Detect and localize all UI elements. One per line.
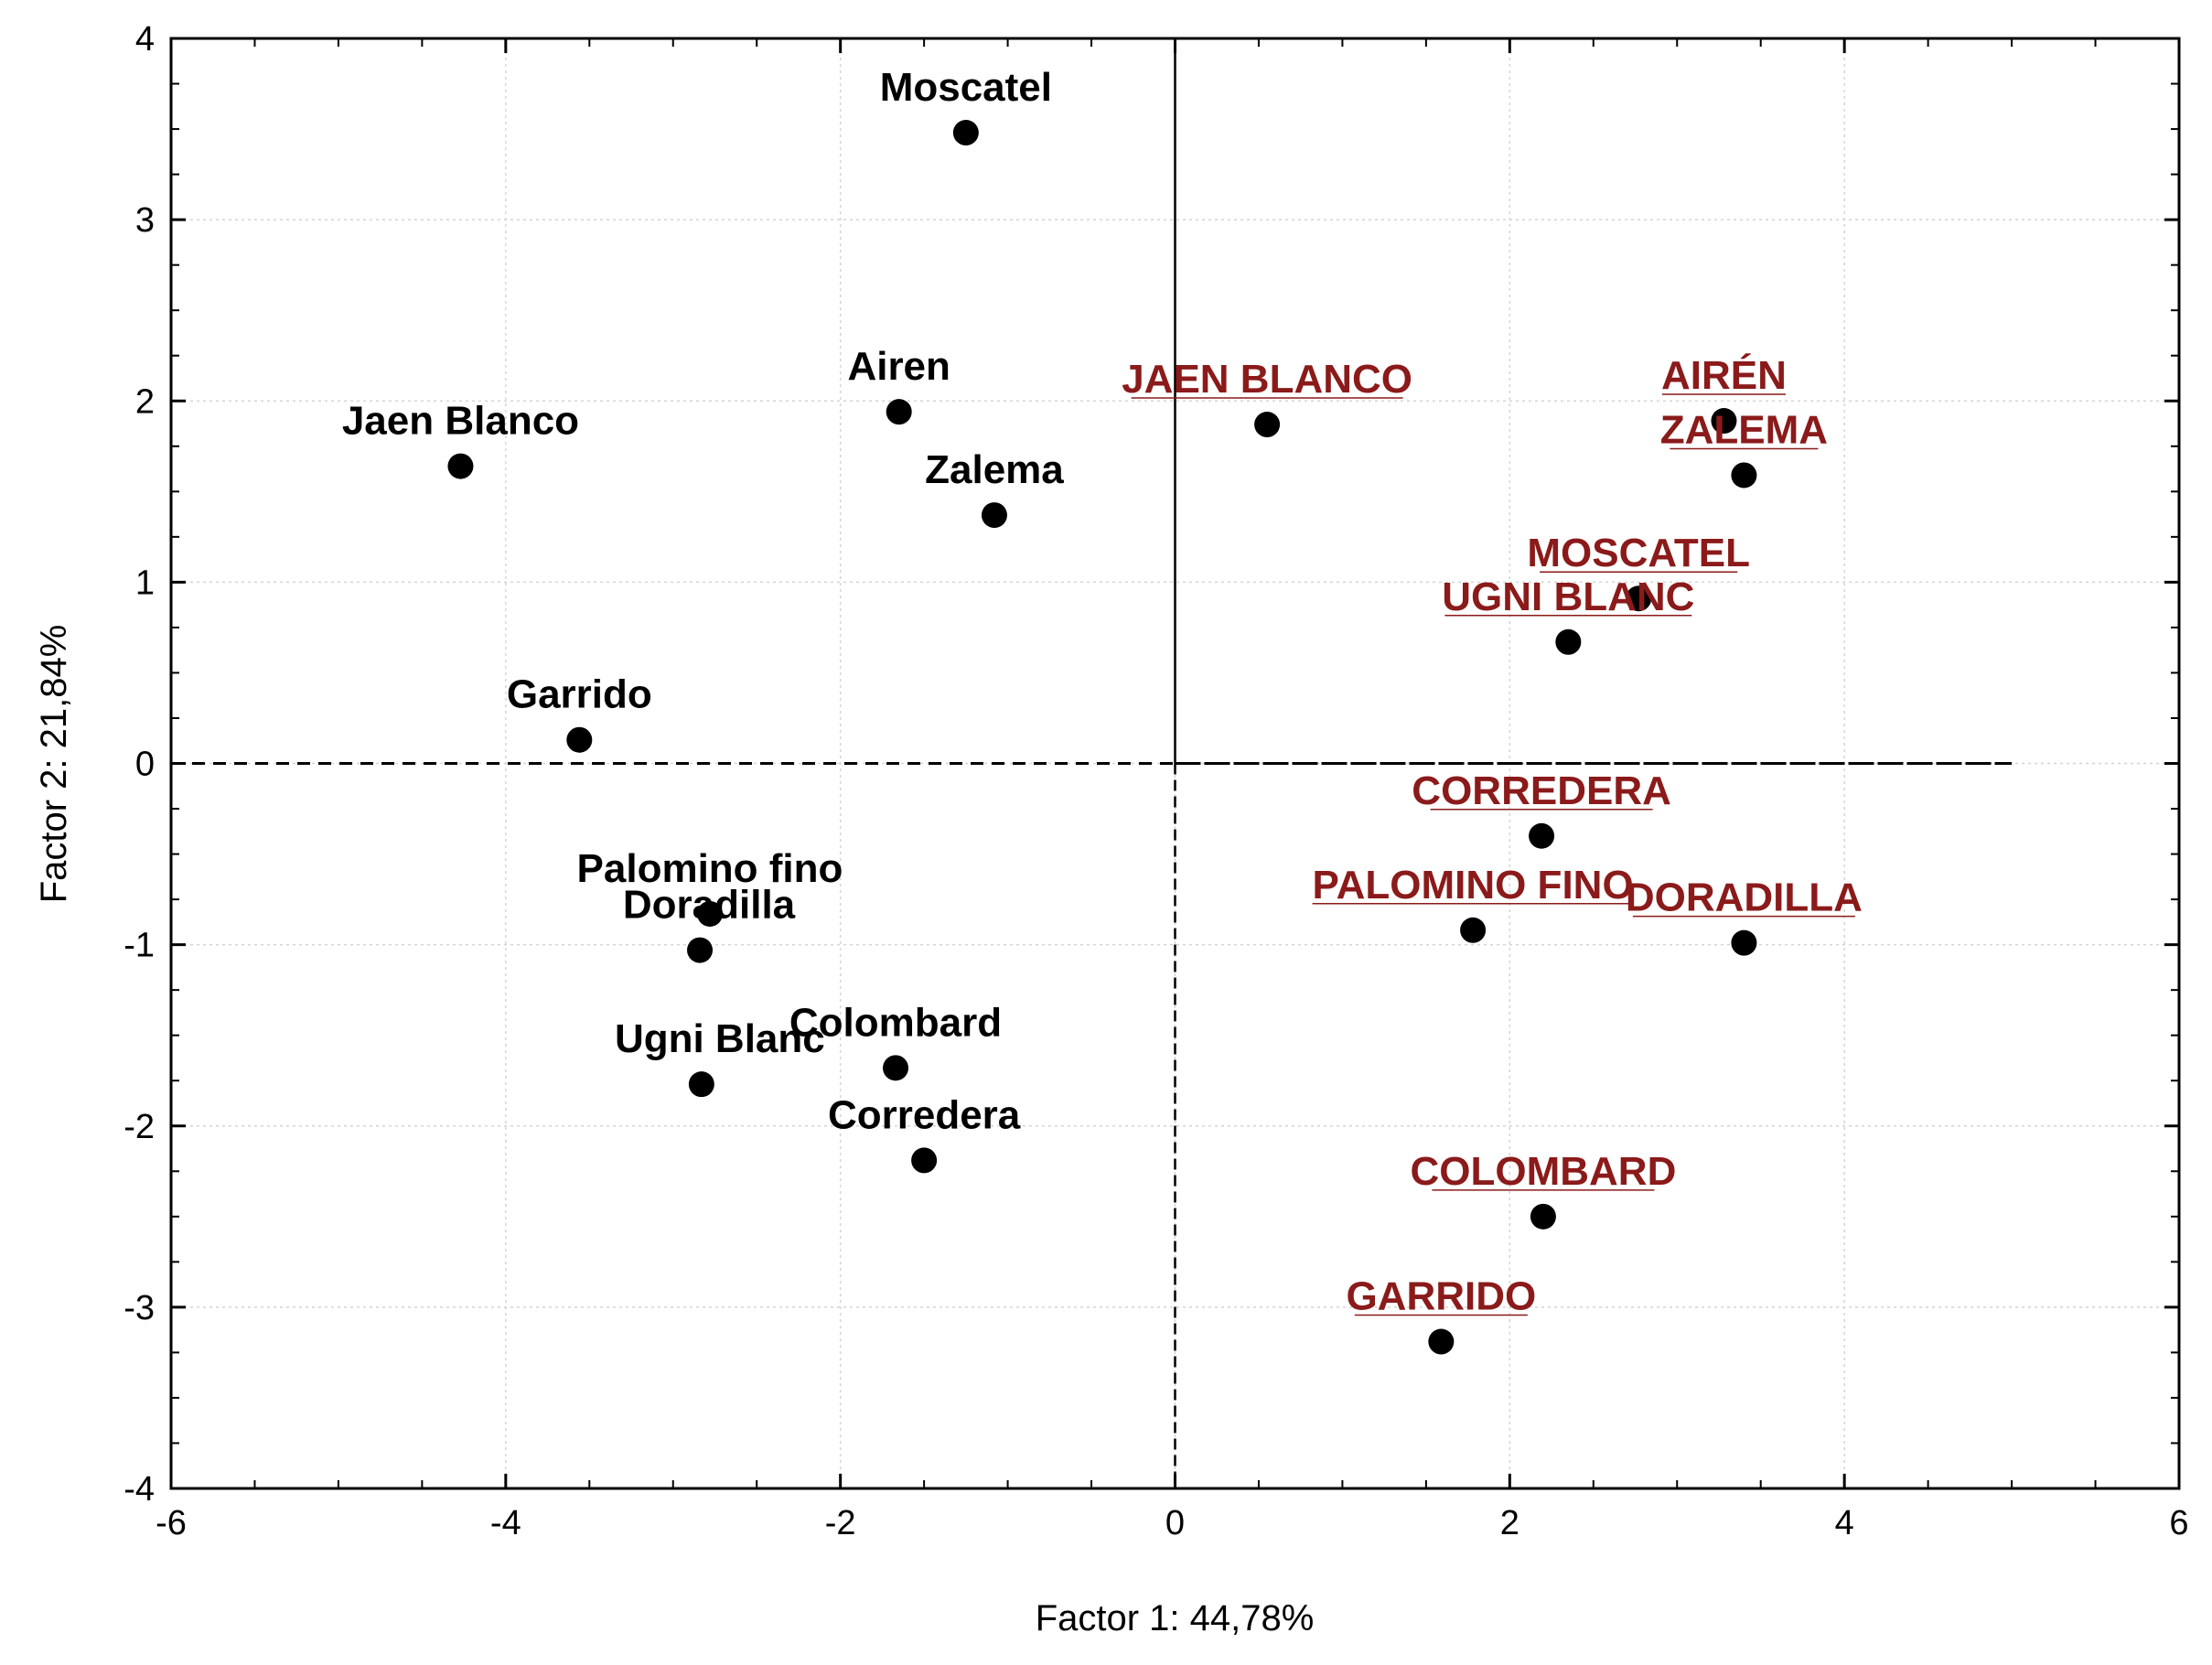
x-tick-label: 6 — [2169, 1504, 2188, 1542]
point-label: GARRIDO — [1346, 1274, 1536, 1319]
data-point-variety — [566, 726, 593, 753]
point-label: CORREDERA — [1412, 768, 1671, 813]
point-label: Moscatel — [880, 65, 1052, 110]
point-label: Jaen Blanco — [342, 399, 579, 444]
x-tick-label: -2 — [825, 1504, 856, 1542]
x-tick-label: 4 — [1835, 1504, 1854, 1542]
point-label: ZALEMA — [1660, 407, 1828, 452]
y-axis-tick-labels: 4 3 2 1 0 -1 -2 -3 -4 — [123, 20, 155, 1509]
point-label: Zalema — [925, 447, 1064, 492]
x-tick-label: 0 — [1165, 1504, 1185, 1542]
y-tick-label: 4 — [135, 20, 155, 59]
data-point-attribute — [1460, 917, 1487, 943]
data-points — [447, 120, 1757, 1355]
point-label: AIRÉN — [1661, 352, 1787, 398]
data-point-attribute — [1731, 462, 1757, 489]
data-point-attribute — [1711, 408, 1737, 435]
y-tick-label: -3 — [123, 1289, 155, 1327]
y-axis-title: Factor 2: 21,84% — [34, 625, 74, 904]
y-tick-label: 3 — [135, 201, 155, 240]
data-point-variety — [687, 937, 714, 963]
x-axis-tick-labels: -6 -4 -2 0 2 4 6 — [156, 1504, 2188, 1542]
y-tick-label: 0 — [135, 746, 155, 784]
data-point-variety — [981, 502, 1007, 529]
y-tick-label: 1 — [135, 564, 155, 602]
point-label: JAEN BLANCO — [1122, 357, 1412, 402]
data-point-attribute — [1555, 628, 1582, 655]
data-point-attribute — [1626, 585, 1652, 612]
y-tick-label: -2 — [123, 1108, 155, 1146]
point-label: Corredera — [828, 1092, 1021, 1137]
x-tick-label: -6 — [156, 1504, 187, 1542]
point-label: MOSCATEL — [1527, 531, 1750, 575]
point-label: Garrido — [507, 672, 652, 717]
point-labels: Moscatel Airen Jaen Blanco Zalema Garrido Pal… — [342, 65, 1863, 1318]
data-point-variety — [696, 900, 723, 927]
point-label: COLOMBARD — [1410, 1149, 1676, 1194]
data-point-variety — [447, 453, 474, 479]
point-label: Airen — [847, 344, 950, 389]
zero-reference-lines — [171, 38, 2013, 1488]
data-point-attribute — [1731, 929, 1757, 956]
data-point-attribute — [1529, 822, 1555, 849]
point-label: Colombard — [789, 1000, 1002, 1045]
point-label: Doradilla — [623, 883, 796, 928]
data-point-variety — [911, 1147, 938, 1174]
data-point-attribute — [1254, 412, 1281, 438]
point-label: UGNI BLANC — [1442, 575, 1694, 619]
data-point-attribute — [1428, 1328, 1455, 1355]
x-tick-label: -4 — [490, 1504, 521, 1542]
point-label: Ugni Blanc — [615, 1016, 825, 1061]
y-tick-label: -4 — [123, 1470, 155, 1509]
data-point-variety — [886, 399, 912, 425]
point-label: Palomino fino — [577, 846, 843, 891]
data-point-variety — [883, 1055, 909, 1081]
point-label: DORADILLA — [1626, 875, 1863, 920]
point-label: PALOMINO FINO — [1313, 863, 1634, 908]
x-tick-label: 2 — [1500, 1504, 1519, 1542]
data-point-variety — [688, 1071, 714, 1098]
x-axis-title: Factor 1: 44,78% — [1036, 1598, 1315, 1638]
y-tick-label: 2 — [135, 382, 155, 421]
data-point-variety — [952, 120, 979, 146]
data-point-attribute — [1530, 1203, 1556, 1230]
y-tick-label: -1 — [123, 927, 155, 965]
axis-ticks — [169, 37, 2181, 1490]
